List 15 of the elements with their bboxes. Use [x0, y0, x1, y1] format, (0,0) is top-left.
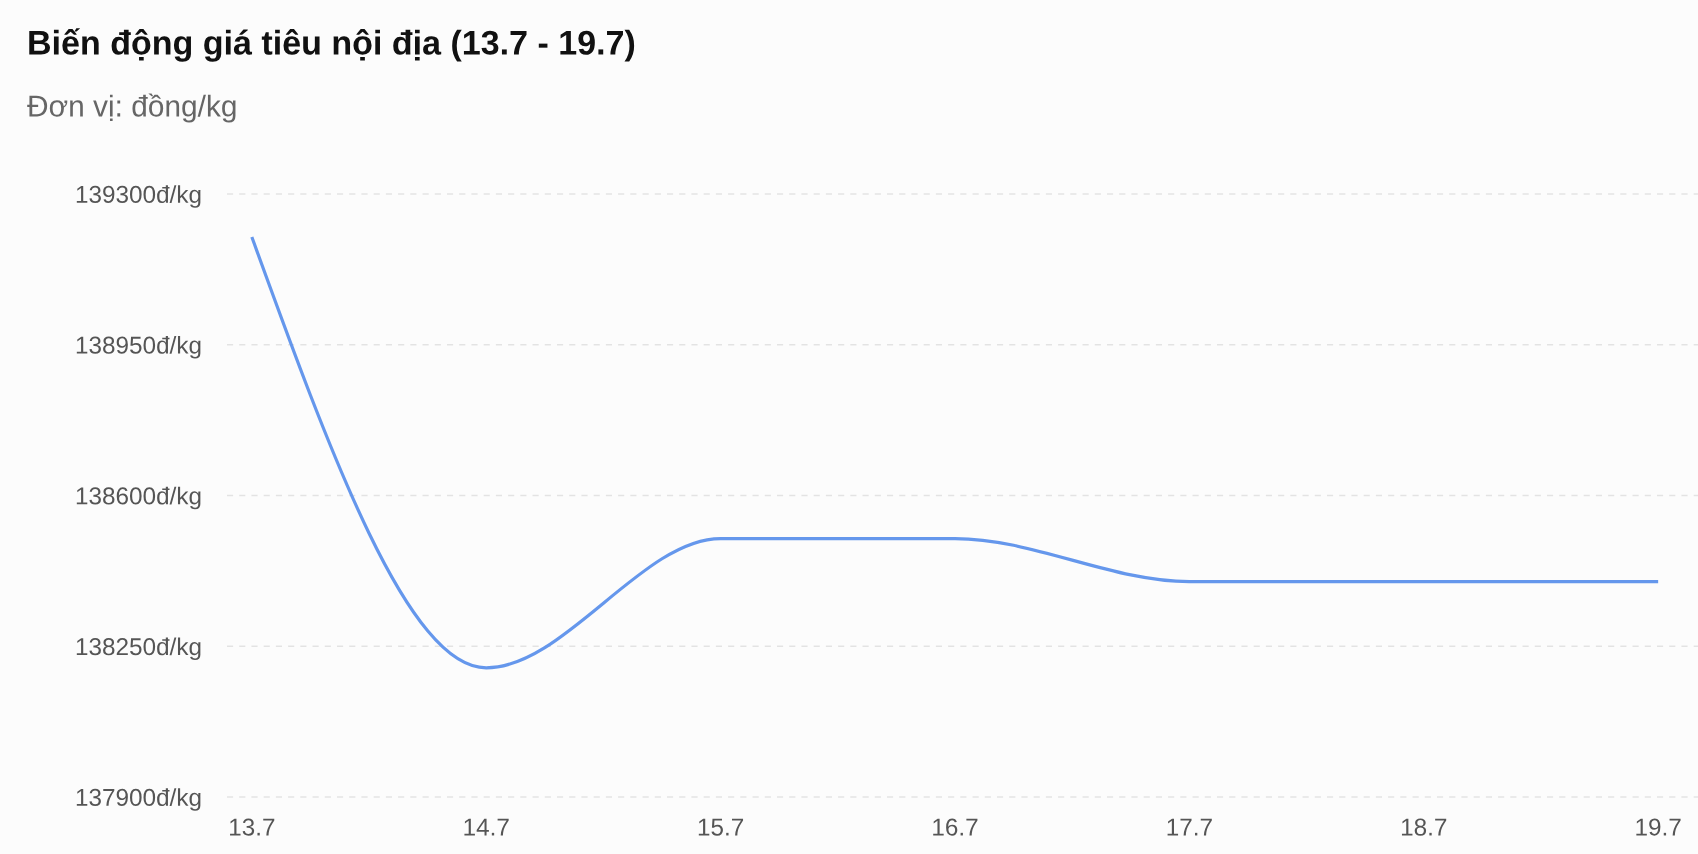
line-series [250, 235, 1660, 670]
y-tick-label: 137900đ/kg [76, 788, 201, 811]
x-tick-label: 16.7 [933, 818, 978, 836]
chart-subtitle: Đơn vị: đồng/kg [27, 93, 236, 123]
x-tick-label: 18.7 [1401, 818, 1447, 836]
y-tick-label: 138600đ/kg [76, 486, 201, 510]
x-tick-label: 13.7 [230, 818, 275, 836]
chart-title: Biến động giá tiêu nội địa (13.7 - 19.7) [29, 28, 635, 62]
x-tick-label: 15.7 [698, 818, 744, 836]
y-tick-label: 138950đ/kg [76, 335, 201, 359]
x-tick-label: 14.7 [464, 818, 509, 836]
y-tick-label: 139300đ/kg [76, 185, 201, 208]
y-tick-label: 138250đ/kg [76, 637, 201, 661]
x-tick-label: 17.7 [1167, 818, 1212, 836]
x-tick-label: 19.7 [1636, 818, 1681, 836]
